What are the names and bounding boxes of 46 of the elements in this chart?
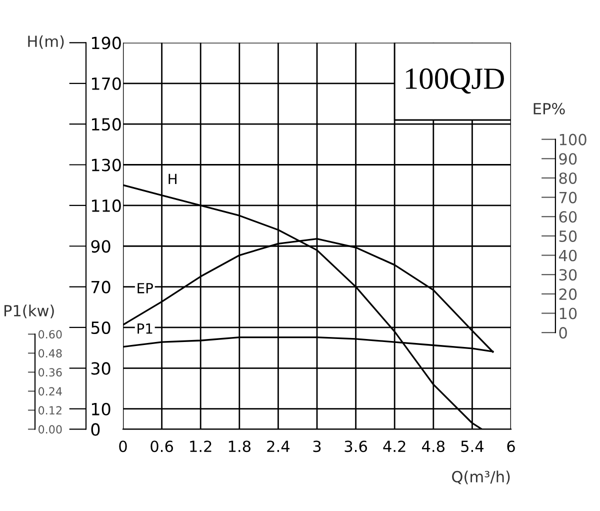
y3-axis-title: P1(kw) bbox=[4, 304, 54, 318]
y2-tick-label: 0 bbox=[559, 327, 567, 339]
y2-tick-label: 80 bbox=[559, 172, 577, 184]
y-tick-label: 10 bbox=[92, 402, 110, 416]
y-tick-label: 110 bbox=[92, 199, 121, 212]
x-tick-label: 0.6 bbox=[150, 440, 173, 452]
y-tick-label: 190 bbox=[92, 36, 121, 50]
series-label: P1 bbox=[138, 324, 152, 334]
y-tick-label: 50 bbox=[91, 321, 110, 334]
x-tick-label: 6 bbox=[507, 440, 515, 452]
y-tick-label: 170 bbox=[92, 77, 121, 90]
y2-tick-label: 70 bbox=[559, 192, 577, 204]
y2-tick-label: 10 bbox=[560, 308, 577, 320]
y-tick-label: 0 bbox=[91, 423, 100, 436]
y-tick-label: 130 bbox=[92, 158, 121, 172]
y3-tick-label: 0.24 bbox=[38, 387, 62, 396]
x-axis-title: Q(m³/h) bbox=[452, 470, 510, 484]
y2-tick-label: 40 bbox=[558, 250, 577, 262]
x-tick-label: 5.4 bbox=[461, 440, 484, 452]
y3-tick-label: 0.60 bbox=[38, 330, 62, 339]
y2-tick-label: 90 bbox=[559, 153, 577, 165]
y3-tick-label: 0.00 bbox=[38, 425, 62, 434]
y2-tick-label: 60 bbox=[559, 211, 577, 223]
y2-tick-label: 20 bbox=[559, 288, 577, 300]
series-label: EP bbox=[138, 283, 153, 294]
series-label: H bbox=[168, 174, 176, 184]
x-tick-label: 4.2 bbox=[383, 440, 406, 452]
y3-tick-label: 0.48 bbox=[38, 349, 62, 358]
y3-tick-label: 0.36 bbox=[38, 368, 62, 377]
x-tick-label: 1.2 bbox=[190, 440, 212, 452]
y-tick-label: 150 bbox=[92, 118, 121, 131]
y3-tick-label: 0.12 bbox=[38, 406, 62, 415]
y2-tick-label: 30 bbox=[559, 269, 577, 281]
y-axis-title: H(m) bbox=[28, 35, 64, 49]
y2-tick-label: 50 bbox=[559, 230, 577, 242]
y-tick-label: 70 bbox=[92, 280, 110, 294]
y-tick-label: 90 bbox=[91, 240, 110, 253]
x-tick-label: 4.8 bbox=[422, 440, 445, 452]
text: 100QJD bbox=[406, 68, 504, 94]
y2-axis-title: EP% bbox=[534, 102, 565, 114]
x-tick-label: 2.4 bbox=[267, 440, 290, 452]
x-tick-label: 3 bbox=[313, 440, 321, 452]
y-tick-label: 30 bbox=[91, 362, 110, 375]
x-tick-label: 3.6 bbox=[344, 440, 367, 452]
x-tick-label: 1.8 bbox=[228, 440, 251, 452]
y2-tick-label: 100 bbox=[560, 134, 586, 146]
